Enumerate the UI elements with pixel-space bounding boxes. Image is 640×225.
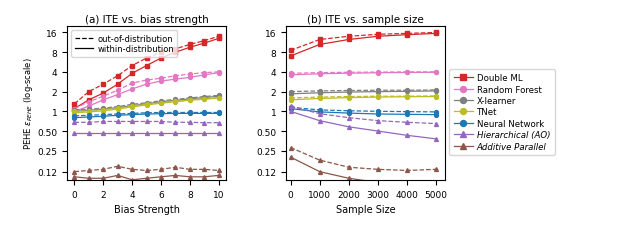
Title: (a) ITE vs. bias strength: (a) ITE vs. bias strength (84, 15, 209, 25)
Title: (b) ITE vs. sample size: (b) ITE vs. sample size (307, 15, 424, 25)
Legend: Double ML, Random Forest, X-learner, TNet, Neural Network, Hierarchical (AO), Ad: Double ML, Random Forest, X-learner, TNe… (449, 70, 555, 155)
X-axis label: Bias Strength: Bias Strength (113, 204, 180, 214)
Legend: out-of-distribution, within-distribution: out-of-distribution, within-distribution (72, 31, 177, 57)
X-axis label: Sample Size: Sample Size (335, 204, 396, 214)
Y-axis label: PEHE $\varepsilon_{PEHE}$ (log-scale): PEHE $\varepsilon_{PEHE}$ (log-scale) (22, 57, 35, 150)
